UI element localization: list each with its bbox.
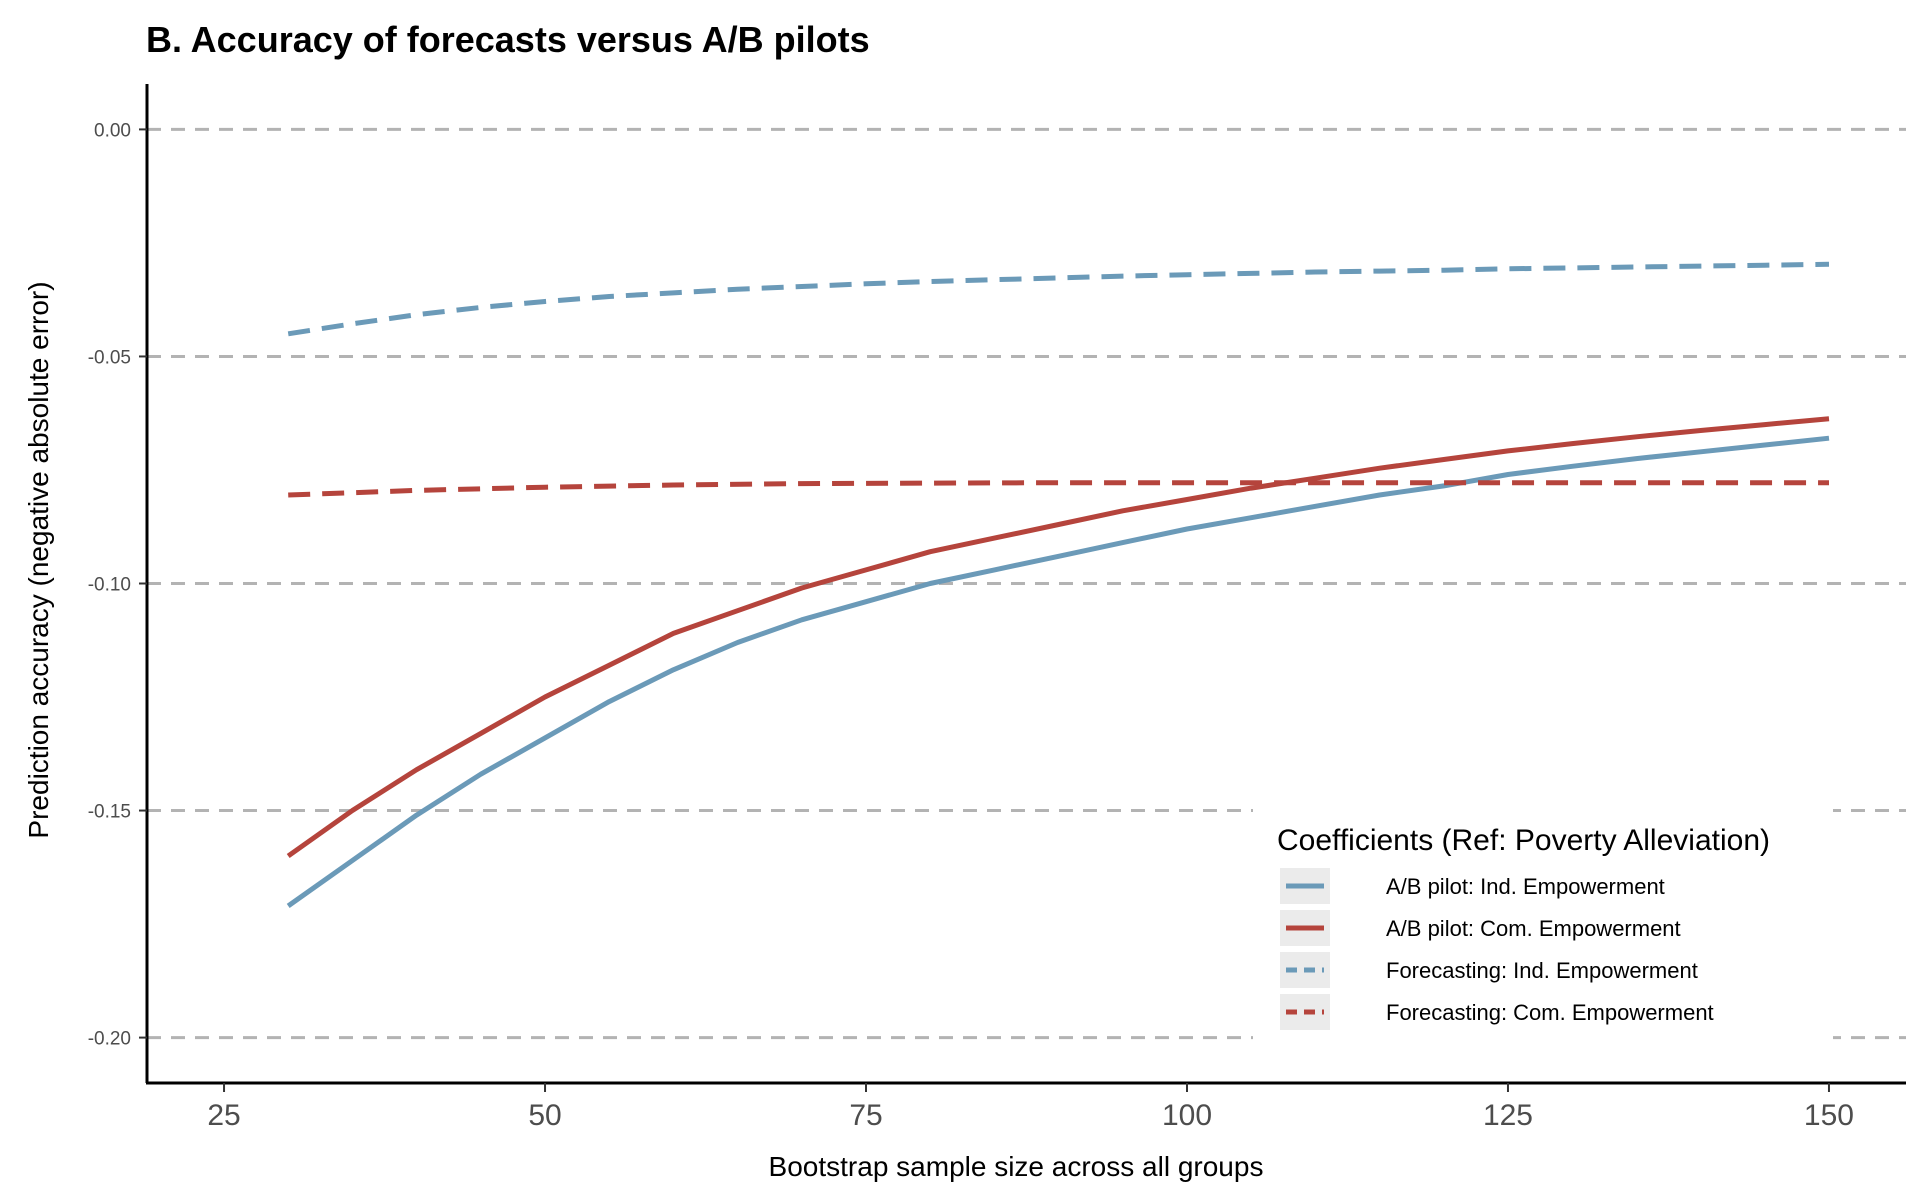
y-tick-label: -0.15 xyxy=(88,802,131,823)
y-tick-label: -0.20 xyxy=(88,1029,131,1050)
series-line xyxy=(287,261,1830,337)
x-tick-label: 150 xyxy=(1804,1099,1854,1132)
x-tick-label: 75 xyxy=(849,1099,882,1132)
x-tick-label: 125 xyxy=(1483,1099,1533,1132)
legend-background xyxy=(1253,808,1833,1048)
series-line xyxy=(288,480,1829,498)
series-lines xyxy=(286,261,1830,908)
y-tick-label: -0.05 xyxy=(88,347,131,368)
legend-label: A/B pilot: Com. Empowerment xyxy=(1386,916,1681,941)
x-axis-ticks: 25 50 75 100 125 150 xyxy=(207,1083,1854,1132)
legend-title: Coefficients (Ref: Poverty Alleviation) xyxy=(1277,824,1770,857)
legend-items: A/B pilot: Ind. Empowerment A/B pilot: Co… xyxy=(1280,868,1714,1030)
chart-title: B. Accuracy of forecasts versus A/B pilo… xyxy=(146,19,870,60)
x-tick-label: 100 xyxy=(1162,1099,1212,1132)
series-line xyxy=(286,416,1830,859)
legend-label: A/B pilot: Ind. Empowerment xyxy=(1386,874,1665,899)
series-line xyxy=(286,435,1830,908)
y-tick-label: 0.00 xyxy=(94,120,131,141)
legend: Coefficients (Ref: Poverty Alleviation) … xyxy=(1253,808,1833,1048)
y-axis-ticks: 0.00 -0.05 -0.10 -0.15 -0.20 xyxy=(88,120,147,1050)
legend-label: Forecasting: Ind. Empowerment xyxy=(1386,958,1698,983)
y-tick-label: -0.10 xyxy=(88,575,131,596)
legend-label: Forecasting: Com. Empowerment xyxy=(1386,1000,1714,1025)
y-axis-title: Prediction accuracy (negative absolute e… xyxy=(23,281,54,838)
x-axis-title: Bootstrap sample size across all groups xyxy=(769,1151,1264,1182)
x-tick-label: 50 xyxy=(528,1099,561,1132)
x-tick-label: 25 xyxy=(207,1099,240,1132)
